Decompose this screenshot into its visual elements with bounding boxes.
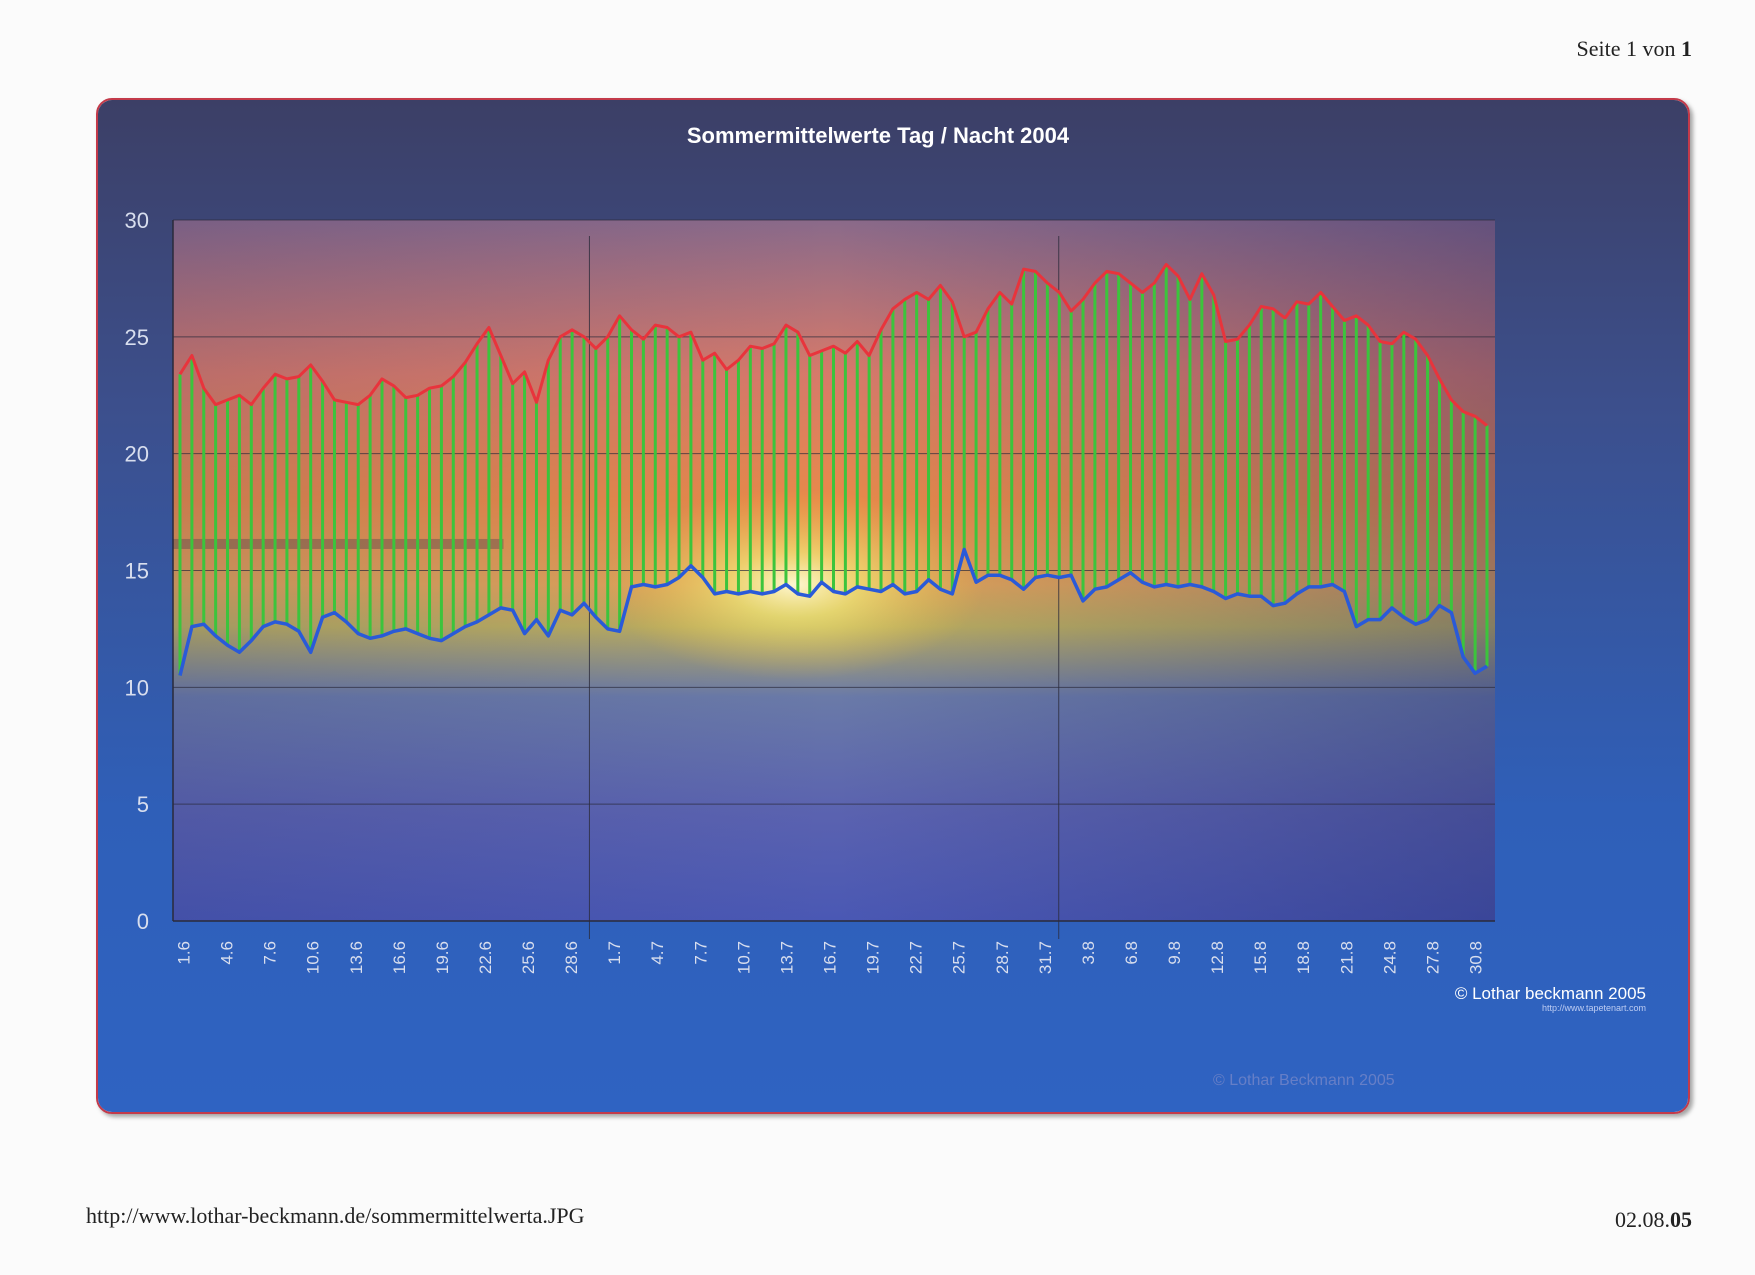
x-tick-label-19: 28.7	[993, 941, 1012, 974]
footer-date-prefix: 02.08.	[1615, 1207, 1670, 1232]
y-tick-label-5: 25	[125, 325, 149, 350]
x-tick-label-7: 22.6	[476, 941, 495, 974]
x-tick-label-16: 19.7	[864, 941, 883, 974]
x-tick-label-22: 6.8	[1122, 941, 1141, 965]
y-tick-label-0: 0	[137, 909, 149, 934]
x-tick-label-6: 19.6	[433, 941, 452, 974]
x-tick-label-26: 18.8	[1294, 941, 1313, 974]
x-tick-label-0: 1.6	[174, 941, 193, 965]
x-tick-label-10: 1.7	[605, 941, 624, 965]
x-tick-label-13: 10.7	[734, 941, 753, 974]
page-number: Seite 1 von 1	[1577, 36, 1693, 62]
night-series-line	[178, 547, 1488, 677]
x-tick-label-23: 9.8	[1165, 941, 1184, 965]
x-tick-label-24: 12.8	[1208, 941, 1227, 974]
watermark-sub: http://www.tapetenart.com	[1542, 1003, 1646, 1013]
x-tick-label-14: 13.7	[777, 941, 796, 974]
y-tick-label-6: 30	[125, 208, 149, 233]
x-tick-label-5: 16.6	[390, 941, 409, 974]
x-tick-label-25: 15.8	[1251, 941, 1270, 974]
x-tick-label-20: 31.7	[1036, 941, 1055, 974]
y-tick-label-1: 5	[137, 792, 149, 817]
footer-url: http://www.lothar-beckmann.de/sommermitt…	[86, 1203, 585, 1228]
y-tick-labels: 0 5 10 15 20 25 30	[125, 208, 149, 934]
y-tick-label-2: 10	[125, 675, 149, 700]
x-tick-labels: 1.6 4.6 7.6 10.6 13.6 16.6 19.6 22.6 25.6 28.6 1.7…	[174, 941, 1485, 974]
range-bars	[178, 264, 1489, 676]
page-number-label: Seite 1 von	[1576, 36, 1676, 61]
watermark-main: © Lothar beckmann 2005	[1455, 984, 1646, 1003]
x-tick-label-2: 7.6	[261, 941, 280, 965]
x-tick-label-9: 28.6	[562, 941, 581, 974]
series-lines	[178, 262, 1488, 677]
x-tick-label-28: 24.8	[1380, 941, 1399, 974]
day-series-line	[178, 262, 1488, 427]
x-tick-label-21: 3.8	[1079, 941, 1098, 965]
horizon-shadow	[173, 538, 504, 549]
x-tick-label-8: 25.6	[519, 941, 538, 974]
x-tick-label-3: 10.6	[304, 941, 323, 974]
y-tick-label-4: 20	[125, 442, 149, 467]
chart-frame: 0 5 10 15 20 25 30 1.6 4.6 7.6 10.6 13.6 16.6 19.6 22…	[96, 98, 1690, 1114]
x-tick-label-30: 30.8	[1466, 941, 1485, 974]
temperature-chart: 0 5 10 15 20 25 30 1.6 4.6 7.6 10.6 13.6 16.6 19.6 22…	[98, 100, 1688, 1112]
x-tick-label-18: 25.7	[950, 941, 969, 974]
x-tick-label-29: 27.8	[1423, 941, 1442, 974]
x-tick-label-17: 22.7	[907, 941, 926, 974]
sun-glow	[604, 489, 985, 680]
footer-date: 02.08.05	[1615, 1207, 1692, 1233]
watermark-bottom: © Lothar Beckmann 2005	[1213, 1072, 1395, 1089]
footer-date-suffix: 05	[1670, 1207, 1692, 1232]
x-tick-label-27: 21.8	[1337, 941, 1356, 974]
page-number-total: 1	[1681, 36, 1692, 61]
y-tick-label-3: 15	[125, 559, 149, 584]
x-tick-label-12: 7.7	[691, 941, 710, 965]
x-tick-label-1: 4.6	[218, 941, 237, 965]
x-tick-label-11: 4.7	[648, 941, 667, 965]
x-tick-label-4: 13.6	[347, 941, 366, 974]
chart-grid	[172, 219, 1495, 939]
chart-title: Sommermittelwerte Tag / Nacht 2004	[687, 123, 1070, 148]
x-tick-label-15: 16.7	[820, 941, 839, 974]
